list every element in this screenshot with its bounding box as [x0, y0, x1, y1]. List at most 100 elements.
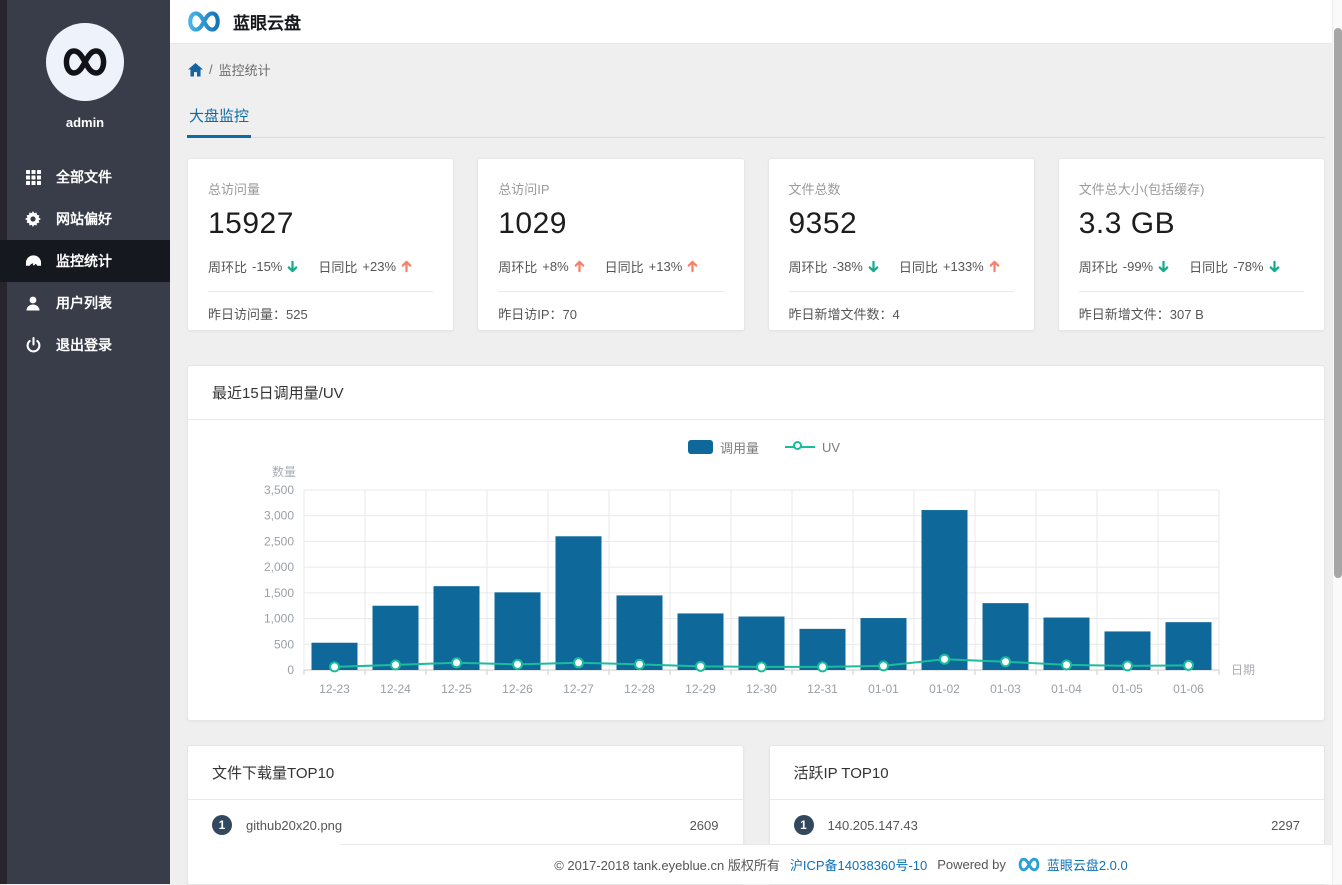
svg-text:12-28: 12-28 [624, 682, 655, 696]
svg-text:01-01: 01-01 [868, 682, 899, 696]
stat-footer: 昨日新增文件数：4 [789, 292, 1014, 335]
stat-footer-label: 昨日访IP： [498, 307, 563, 322]
legend-item-calls[interactable]: 调用量 [687, 438, 759, 457]
chart-title: 最近15日调用量/UV [188, 366, 1324, 420]
stat-card-total-size: 文件总大小(包括缓存) 3.3 GB 周环比 -99% 日同比 -78% 昨日新增文… [1057, 158, 1325, 331]
chart-legend: 调用量 UV [204, 436, 1324, 458]
stat-value: 9352 [788, 207, 858, 240]
chart-card: 最近15日调用量/UV 调用量 UV 0 500 1,000 1,500 2,000 2,… [187, 365, 1325, 721]
trend-arrow-icon [1158, 260, 1169, 273]
scrollbar-thumb[interactable] [1334, 28, 1342, 578]
stat-trends: 周环比 +8% 日同比 +13% [498, 257, 723, 276]
trend-arrow-icon [401, 260, 412, 273]
tab-dashboard-monitor[interactable]: 大盘监控 [187, 99, 252, 138]
icp-link[interactable]: 沪ICP备14038360号-10 [789, 858, 928, 873]
wow-label: 周环比 [498, 260, 538, 275]
sidebar-item-user-list[interactable]: 用户列表 [0, 282, 170, 324]
stat-trends: 周环比 -15% 日同比 +23% [208, 257, 433, 276]
svg-text:2,500: 2,500 [264, 534, 294, 548]
divider [1078, 291, 1304, 292]
svg-text:2,000: 2,000 [264, 560, 294, 574]
footer-logo-icon [1016, 856, 1042, 873]
dod-label: 日同比 [898, 260, 938, 275]
sidebar-item-monitor-stats[interactable]: 监控统计 [0, 240, 170, 282]
main-area: 蓝眼云盘 / 监控统计 大盘监控 总访问量 15927 周环比 -15% 日同比 +… [170, 0, 1342, 885]
svg-text:12-27: 12-27 [563, 682, 594, 696]
svg-text:3,500: 3,500 [264, 483, 294, 497]
stat-value: 15927 [208, 207, 294, 240]
app-title: 蓝眼云盘 [233, 14, 301, 33]
avatar[interactable] [46, 23, 124, 101]
legend-item-uv[interactable]: UV [784, 439, 841, 455]
sidebar-item-site-preferences[interactable]: 网站偏好 [0, 198, 170, 240]
svg-text:0: 0 [287, 663, 294, 677]
breadcrumb-separator: / [209, 62, 213, 77]
home-icon[interactable] [188, 62, 203, 77]
trend-arrow-icon [868, 260, 879, 273]
trend-arrow-icon [574, 260, 584, 273]
dod-value: +133% [942, 259, 984, 274]
svg-text:1,500: 1,500 [264, 586, 294, 600]
gauge-icon [24, 254, 42, 268]
breadcrumb-current: 监控统计 [218, 63, 271, 78]
svg-text:01-03: 01-03 [990, 682, 1021, 696]
list-title: 文件下载量TOP10 [188, 746, 743, 800]
sidebar-nav: 全部文件 网站偏好 监控统计 [0, 156, 170, 366]
divider [208, 291, 434, 292]
uv-chart: 调用量 UV 0 500 1,000 1,500 2,000 2,500 3,000 3,50… [188, 420, 1324, 720]
page-footer: © 2017-2018 tank.eyeblue.cn 版权所有 沪ICP备14… [340, 844, 1342, 884]
divider [788, 291, 1014, 292]
sidebar-item-label: 全部文件 [56, 169, 112, 185]
stat-footer: 昨日访IP：70 [498, 292, 723, 335]
svg-text:12-30: 12-30 [746, 682, 777, 696]
stat-card-total-visits: 总访问量 15927 周环比 -15% 日同比 +23% 昨日访问量：525 [187, 158, 455, 331]
stat-card-total-files: 文件总数 9352 周环比 -38% 日同比 +133% 昨日新增文件数：4 [767, 158, 1035, 331]
divider [498, 291, 724, 292]
legend-label: UV [821, 439, 841, 455]
stat-trends: 周环比 -99% 日同比 -78% [1079, 257, 1304, 276]
svg-text:数量: 数量 [272, 464, 296, 479]
stat-card-total-ips: 总访问IP 1029 周环比 +8% 日同比 +13% 昨日访IP：70 [477, 158, 745, 331]
user-icon [24, 296, 42, 311]
item-value: 2609 [689, 817, 719, 833]
power-icon [24, 337, 42, 353]
item-name: 140.205.147.43 [827, 817, 918, 833]
svg-text:01-05: 01-05 [1112, 682, 1143, 696]
svg-text:01-04: 01-04 [1051, 682, 1082, 696]
sidebar-username: admin [65, 115, 105, 130]
sidebar-item-logout[interactable]: 退出登录 [0, 324, 170, 366]
stat-title: 文件总数 [788, 182, 841, 197]
breadcrumb: / 监控统计 [170, 44, 1342, 85]
sidebar-item-label: 监控统计 [56, 253, 112, 269]
list-title: 活跃IP TOP10 [769, 746, 1324, 800]
legend-bar-swatch [687, 440, 713, 454]
svg-text:1,000: 1,000 [264, 612, 294, 626]
legend-line-swatch [784, 440, 815, 450]
svg-text:12-25: 12-25 [441, 682, 472, 696]
dod-value: +13% [648, 259, 683, 274]
stat-footer-value: 70 [562, 307, 578, 322]
stat-footer-label: 昨日新增文件数： [788, 307, 893, 322]
stat-footer-label: 昨日访问量： [208, 307, 287, 322]
sidebar-item-label: 退出登录 [56, 337, 112, 353]
sidebar-item-all-files[interactable]: 全部文件 [0, 156, 170, 198]
svg-text:12-26: 12-26 [502, 682, 533, 696]
app-header: 蓝眼云盘 [170, 0, 1342, 44]
svg-text:12-29: 12-29 [685, 682, 716, 696]
sidebar: admin 全部文件 网站偏好 [0, 0, 170, 884]
scrollbar[interactable] [1332, 0, 1342, 884]
list-item: 1 140.205.147.43 2297 [770, 800, 1325, 850]
wow-value: -99% [1122, 259, 1154, 274]
wow-label: 周环比 [208, 260, 248, 275]
rank-badge: 1 [212, 815, 232, 835]
product-link[interactable]: 蓝眼云盘2.0.0 [1046, 858, 1128, 873]
stat-footer-value: 4 [892, 307, 900, 322]
stat-footer: 昨日访问量：525 [208, 292, 433, 335]
svg-text:01-06: 01-06 [1173, 682, 1204, 696]
trend-arrow-icon [1269, 260, 1279, 273]
svg-text:日期: 日期 [1231, 663, 1255, 677]
wow-label: 周环比 [1078, 260, 1118, 275]
app-logo-icon [188, 11, 220, 32]
dod-label: 日同比 [318, 260, 358, 275]
stat-footer: 昨日新增文件：307 B [1079, 292, 1304, 335]
